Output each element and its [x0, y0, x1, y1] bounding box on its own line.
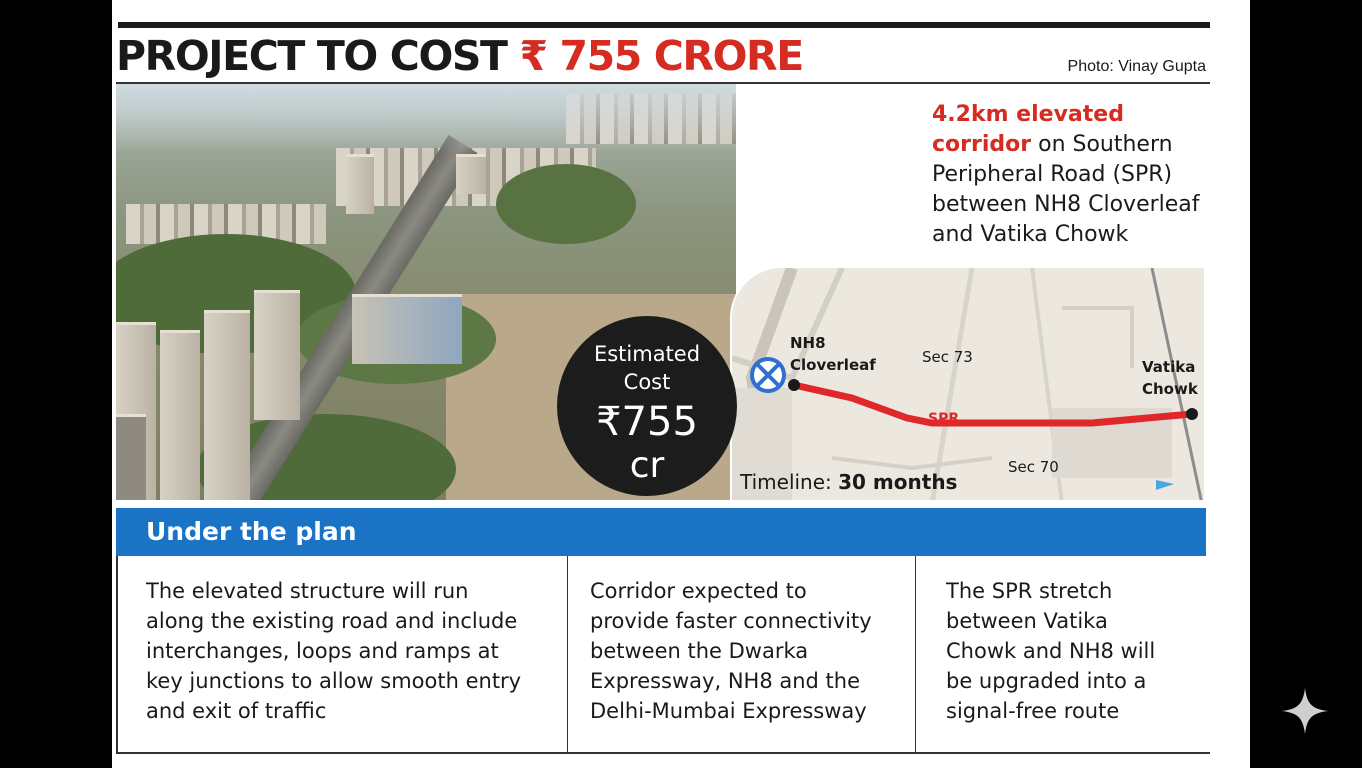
plan-column-2: Corridor expected to provide faster conn…: [568, 556, 916, 752]
description-text: on Southern Peripheral Road (SPR) betwee…: [932, 132, 1200, 247]
sparkle-icon: [1282, 688, 1328, 734]
corridor-description: 4.2km elevated corridor on Southern Peri…: [932, 100, 1202, 250]
cloverleaf-icon: [750, 357, 786, 393]
cost-label: Estimated Cost: [557, 340, 737, 396]
plan-col1-line: interchanges, loops and ramps at: [146, 639, 499, 663]
plan-col2-line: Expressway, NH8 and the: [590, 669, 861, 693]
map-label-cloverleaf: Cloverleaf: [790, 356, 876, 374]
headline-rule: [116, 82, 1210, 84]
map-graphic: [732, 268, 1204, 500]
plan-col2-line: Delhi-Mumbai Expressway: [590, 699, 867, 723]
cost-label-line1: Estimated: [593, 342, 701, 366]
timeline: Timeline: 30 months: [740, 470, 957, 494]
top-rule: [118, 22, 1210, 28]
plan-column-1: The elevated structure will run along th…: [118, 556, 568, 752]
description-highlight: 4.2km elevated corridor: [932, 102, 1124, 157]
plan-col2-line: between the Dwarka: [590, 639, 809, 663]
nh8-marker: [788, 379, 800, 391]
map-label-spr: SPR: [928, 411, 960, 427]
arrow-icon: [1156, 480, 1174, 490]
plan-col3-line: The SPR stretch: [946, 579, 1113, 603]
map-label-vatika: Vatika: [1142, 358, 1196, 376]
map-label-sec70: Sec 70: [1008, 458, 1059, 476]
cost-value: ₹755: [596, 399, 698, 445]
headline-part1: PROJECT TO COST: [116, 32, 508, 80]
headline: PROJECT TO COST ₹ 755 CRORE: [116, 30, 804, 82]
map-label-nh8: NH8: [790, 334, 826, 352]
plan-header-bar: Under the plan: [116, 508, 1206, 556]
headline-part2: ₹ 755 CRORE: [519, 32, 804, 80]
plan-title: Under the plan: [146, 517, 357, 546]
plan-col1-line: along the existing road and include: [146, 609, 518, 633]
plan-col1-line: The elevated structure will run: [146, 579, 469, 603]
spr-route-line: [790, 381, 1196, 427]
timeline-value: 30 months: [838, 470, 958, 494]
timeline-label: Timeline:: [740, 470, 832, 494]
plan-col3-line: Chowk and NH8 will: [946, 639, 1156, 663]
plan-column-3: The SPR stretch between Vatika Chowk and…: [916, 556, 1212, 752]
cost-unit: cr: [629, 445, 665, 486]
estimated-cost-badge: Estimated Cost ₹755 cr: [557, 316, 737, 496]
photo-credit: Photo: Vinay Gupta: [1067, 58, 1206, 75]
plan-col2-line: Corridor expected to: [590, 579, 807, 603]
plan-columns: The elevated structure will run along th…: [116, 556, 1210, 754]
route-map: NH8 Cloverleaf Sec 73 SPR Sec 70 Vatika …: [730, 266, 1206, 502]
vatika-marker: [1186, 408, 1198, 420]
plan-col2-line: provide faster connectivity: [590, 609, 872, 633]
plan-col3-line: signal-free route: [946, 699, 1120, 723]
map-label-sec73: Sec 73: [922, 348, 973, 366]
plan-col1-line: key junctions to allow smooth entry: [146, 669, 522, 693]
infographic-page: PROJECT TO COST ₹ 755 CRORE Photo: Vinay…: [112, 0, 1250, 768]
plan-col1-line: and exit of traffic: [146, 699, 327, 723]
plan-col3-line: be upgraded into a: [946, 669, 1147, 693]
cost-label-line2: Cost: [623, 370, 671, 394]
plan-col3-line: between Vatika: [946, 609, 1108, 633]
map-label-chowk: Chowk: [1142, 380, 1198, 398]
